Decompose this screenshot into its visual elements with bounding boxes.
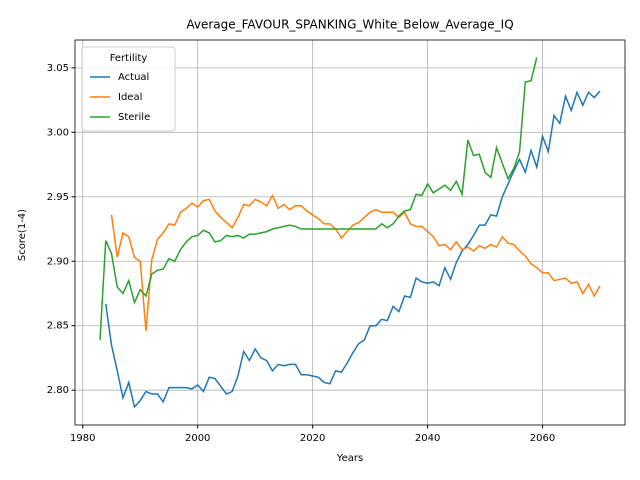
x-tick-label: 2020 — [300, 433, 325, 444]
legend-label: Sterile — [118, 112, 150, 123]
y-tick-label: 3.00 — [47, 127, 69, 138]
series-line — [110, 193, 601, 331]
chart-title: Average_FAVOUR_SPANKING_White_Below_Aver… — [186, 18, 513, 32]
legend-box — [81, 46, 176, 132]
x-tick-label: 2040 — [415, 433, 440, 444]
x-tick-label: 2060 — [530, 433, 555, 444]
y-tick-label: 2.80 — [47, 385, 69, 396]
plot-frame — [74, 39, 626, 426]
x-tick-label: 1980 — [70, 433, 95, 444]
y-axis-label: Score(1-4) — [17, 209, 28, 261]
x-axis-label: Years — [336, 453, 363, 464]
y-tick-label: 2.85 — [47, 321, 69, 332]
legend-label: Ideal — [118, 92, 142, 103]
series-line — [105, 90, 601, 409]
x-tick-label: 2000 — [185, 433, 210, 444]
legend-label: Actual — [118, 72, 149, 83]
legend-title: Fertility — [110, 53, 148, 64]
y-tick-label: 3.05 — [47, 63, 69, 74]
y-tick-label: 2.90 — [47, 256, 69, 267]
y-tick-label: 2.95 — [47, 192, 69, 203]
series-line — [99, 57, 538, 340]
